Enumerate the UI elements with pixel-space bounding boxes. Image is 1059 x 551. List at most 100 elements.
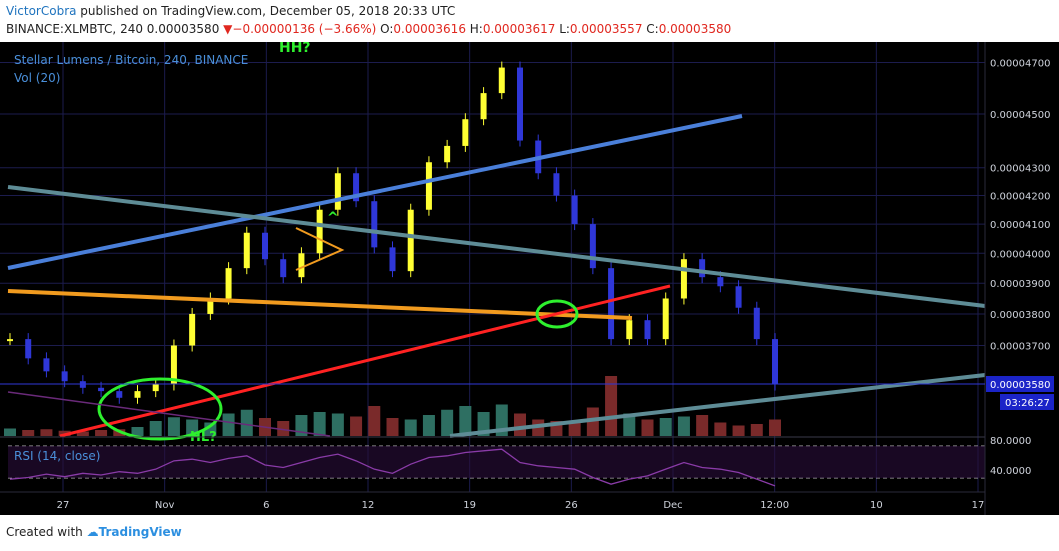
candle-body <box>571 195 578 225</box>
candle-body <box>207 298 214 314</box>
price-tick-label: 0.00003700 <box>990 341 1050 352</box>
high-value: 0.00003617 <box>482 22 556 36</box>
time-tick-label: 27 <box>57 500 70 511</box>
ohlc-line: BINANCE:XLMBTC, 240 0.00003580 ▼−0.00000… <box>6 22 731 36</box>
candle-body <box>407 209 414 272</box>
legend-volume[interactable]: Vol (20) <box>14 71 60 85</box>
candle-body <box>772 339 778 385</box>
candle-body <box>298 253 305 278</box>
candle-body <box>753 307 760 340</box>
volume-bar <box>750 424 763 436</box>
volume-bar <box>40 429 53 436</box>
volume-bar <box>313 412 326 436</box>
gray-downtrend-line[interactable] <box>7 185 986 308</box>
candle-body <box>480 93 487 120</box>
volume-bar <box>331 413 344 436</box>
trend-drawings: HH? HL? ^ <box>7 42 986 445</box>
candle-body <box>280 259 287 278</box>
price-chart-svg[interactable]: HH? HL? ^ Stellar Lumens / Bitcoin, 240,… <box>0 42 1059 515</box>
volume-bar <box>568 422 581 436</box>
created-with-line: Created with ☁TradingView <box>6 525 182 539</box>
time-tick-label: 17 <box>972 500 985 511</box>
volume-bars <box>4 376 781 436</box>
price-axis[interactable] <box>984 42 1059 515</box>
candle-body <box>680 259 687 299</box>
blue-uptrend-line[interactable] <box>7 114 743 270</box>
chart-legend: Stellar Lumens / Bitcoin, 240, BINANCE V… <box>14 53 248 463</box>
volume-bar <box>623 413 636 436</box>
rsi-pane <box>0 436 985 487</box>
volume-bar <box>240 409 253 436</box>
candle-body <box>61 371 68 382</box>
publish-line: VictorCobra published on TradingView.com… <box>6 4 455 18</box>
candle-body <box>425 162 432 210</box>
chart-area[interactable]: HH? HL? ^ Stellar Lumens / Bitcoin, 240,… <box>0 42 1059 515</box>
purple-line <box>7 391 331 437</box>
time-tick-label: 12 <box>362 500 375 511</box>
author-link[interactable]: VictorCobra <box>6 4 77 18</box>
last-price-tag <box>986 376 1054 392</box>
low-label: L: <box>555 22 570 36</box>
green-check-mark: ^ <box>327 210 339 226</box>
volume-bar <box>76 431 89 436</box>
candle-body <box>498 67 505 94</box>
last-price-marker: 0.00003580 03:26:27 <box>0 376 1054 410</box>
volume-bar <box>368 406 381 436</box>
candle-body <box>626 320 633 340</box>
time-tick-label: 19 <box>463 500 476 511</box>
volume-bar <box>131 427 144 436</box>
tradingview-logo-icon: ☁ <box>86 525 99 539</box>
candle-body <box>243 232 250 269</box>
volume-bar <box>696 415 709 436</box>
candle-body <box>444 145 451 163</box>
close-label: C: <box>642 22 659 36</box>
candle-body <box>25 339 32 359</box>
price-tick-label: 0.00004500 <box>990 110 1050 121</box>
candle-body <box>517 67 523 141</box>
created-with-text: Created with <box>6 525 83 539</box>
gray-support-line[interactable] <box>449 373 986 438</box>
legend-rsi[interactable]: RSI (14, close) <box>14 449 100 463</box>
volume-bar <box>514 413 526 436</box>
symbol-label: BINANCE:XLMBTC, 240 <box>6 22 143 36</box>
volume-bar <box>149 421 162 436</box>
orange-pennant-drawing[interactable] <box>295 227 345 271</box>
price-tick-label: 0.00003900 <box>990 279 1050 290</box>
candle-body <box>262 232 268 260</box>
volume-bar <box>659 418 672 436</box>
orange-horizontal-line[interactable] <box>7 289 633 320</box>
candle-body <box>170 345 177 385</box>
green-circle-left[interactable] <box>97 377 223 441</box>
volume-bar <box>422 415 435 436</box>
volume-bar <box>4 428 16 436</box>
time-tick-label: 12:00 <box>760 500 789 511</box>
time-tick-label: 10 <box>870 500 883 511</box>
rsi-tick-labels: 80.0000 40.0000 <box>990 436 1031 477</box>
candle-body <box>389 247 396 272</box>
volume-bar <box>350 416 363 436</box>
volume-bar <box>641 419 654 436</box>
price-tick-label: 0.00004700 <box>990 59 1050 70</box>
low-value: 0.00003557 <box>569 22 643 36</box>
volume-bar <box>586 407 599 436</box>
price-axis-bg <box>985 42 1059 515</box>
volume-bar <box>222 413 235 436</box>
red-support-line[interactable] <box>59 284 671 438</box>
green-circle-middle[interactable] <box>535 299 579 329</box>
candle-body <box>644 320 651 340</box>
volume-bar <box>186 419 199 436</box>
volume-bar <box>277 421 290 436</box>
last-price-tag-text: 0.00003580 <box>990 380 1050 391</box>
volume-bar <box>95 430 108 436</box>
tradingview-brand[interactable]: TradingView <box>98 525 182 539</box>
legend-title[interactable]: Stellar Lumens / Bitcoin, 240, BINANCE <box>14 53 248 67</box>
candle-body <box>7 339 13 342</box>
candle-body <box>116 391 123 398</box>
candle-body <box>553 173 560 196</box>
price-tick-label: 0.00003800 <box>990 310 1050 321</box>
candle-body <box>134 391 141 398</box>
candle-body <box>462 119 469 146</box>
volume-bar <box>404 419 417 436</box>
candle-body <box>225 268 232 299</box>
rsi-tick-label: 40.0000 <box>990 466 1031 477</box>
